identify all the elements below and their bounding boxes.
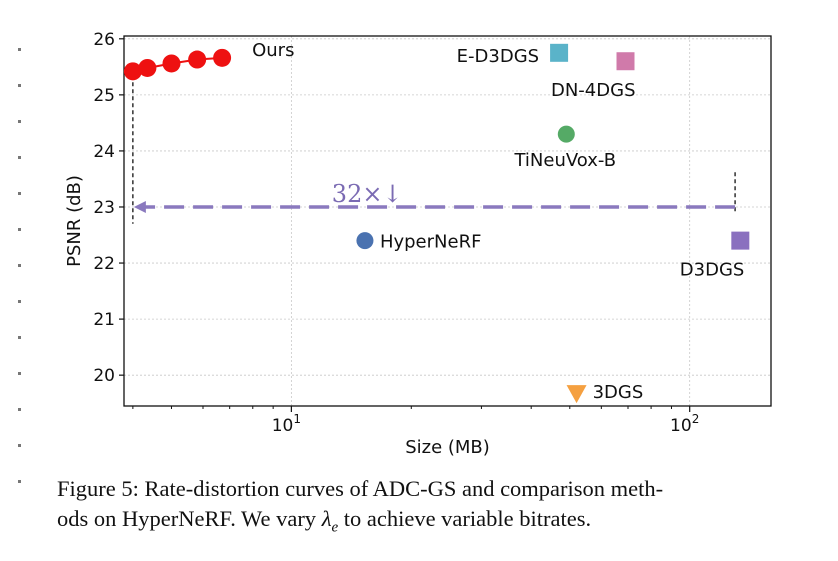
d3dgs-label: D3DGS bbox=[680, 260, 745, 281]
axis-ticks: 20 21 22 23 24 25 26 101 102 bbox=[93, 30, 699, 436]
x-tick-label: 101 bbox=[272, 412, 301, 436]
tineuvox-b-point bbox=[557, 125, 575, 143]
plot-frame bbox=[123, 35, 772, 407]
dn-4dgs-label: DN-4DGS bbox=[551, 80, 636, 101]
caption-lambda: λ bbox=[321, 506, 332, 531]
y-tick-label: 26 bbox=[93, 30, 115, 50]
hypernerf-label: HyperNeRF bbox=[380, 232, 482, 253]
left-margin-marks bbox=[18, 40, 24, 510]
e-d3dgs-label: E-D3DGS bbox=[457, 46, 539, 67]
compression-arrow-head bbox=[133, 200, 146, 213]
y-tick-label: 20 bbox=[93, 366, 115, 386]
caption-line-2-start: ods on HyperNeRF. We vary bbox=[57, 506, 322, 531]
caption-line-1: Figure 5: Rate-distortion curves of ADC-… bbox=[57, 476, 664, 501]
y-tick-label: 22 bbox=[93, 254, 115, 274]
ours-point bbox=[213, 48, 232, 67]
y-tick-label: 21 bbox=[93, 310, 115, 330]
y-tick-label: 25 bbox=[93, 86, 115, 106]
caption-lambda-subscript: e bbox=[331, 519, 339, 536]
3dgs-label: 3DGS bbox=[593, 382, 644, 403]
x-tick-label: 102 bbox=[670, 412, 699, 436]
3dgs-point bbox=[566, 385, 587, 404]
ours-point bbox=[162, 54, 181, 73]
y-tick-label: 24 bbox=[93, 142, 115, 162]
ours-point bbox=[188, 50, 207, 69]
compression-arrow-label: 32×↓ bbox=[332, 180, 403, 208]
d3dgs-point bbox=[731, 231, 750, 250]
e-d3dgs-point bbox=[550, 43, 569, 62]
figure-caption: Figure 5: Rate-distortion curves of ADC-… bbox=[57, 474, 797, 543]
point-labels: Ours E-D3DGS DN-4DGS TiNeuVox-B HyperNeRF D3D… bbox=[252, 40, 744, 403]
y-tick-label: 23 bbox=[93, 198, 115, 218]
ours-point bbox=[123, 62, 142, 81]
caption-line-2: ods on HyperNeRF. We vary λe to achieve … bbox=[57, 504, 797, 543]
ours-label: Ours bbox=[252, 40, 294, 61]
y-axis-title: PSNR (dB) bbox=[64, 175, 85, 267]
dn-4dgs-point bbox=[616, 52, 635, 71]
grid bbox=[124, 36, 771, 406]
caption-line-2-end: to achieve variable bitrates. bbox=[338, 506, 592, 531]
compression-annotation: 32×↓ bbox=[132, 75, 736, 224]
chart: 20 21 22 23 24 25 26 101 102 32×↓ Ours E-D3DGS DN-… bbox=[64, 30, 772, 458]
x-axis-title: Size (MB) bbox=[405, 437, 490, 458]
data-marks bbox=[123, 43, 750, 404]
tineuvox-b-label: TiNeuVox-B bbox=[513, 150, 616, 171]
ours-point bbox=[138, 58, 157, 77]
hypernerf-point bbox=[356, 232, 374, 250]
